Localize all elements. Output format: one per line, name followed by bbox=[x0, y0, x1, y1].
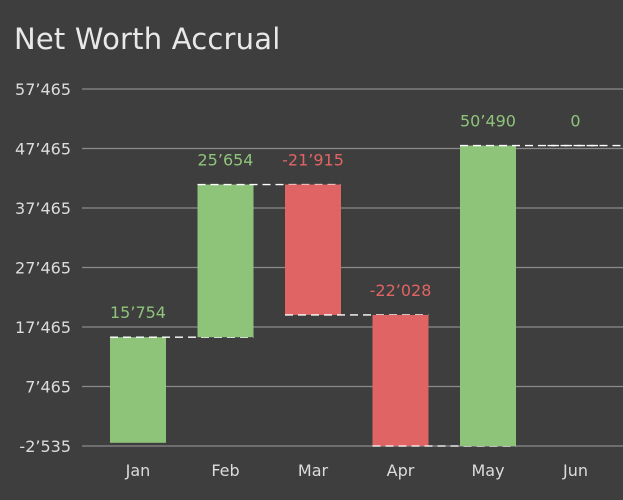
data-label: 15’754 bbox=[110, 303, 166, 322]
waterfall-bar bbox=[285, 184, 341, 315]
data-label: -22’028 bbox=[370, 281, 432, 300]
x-tick-label: Jan bbox=[125, 461, 151, 480]
x-tick-label: May bbox=[471, 461, 504, 480]
waterfall-bar bbox=[460, 145, 516, 446]
x-tick-label: Apr bbox=[387, 461, 415, 480]
y-tick-label: 17’465 bbox=[15, 318, 71, 337]
y-tick-label: 47’465 bbox=[15, 140, 71, 159]
x-tick-label: Mar bbox=[298, 461, 329, 480]
data-label: 50’490 bbox=[460, 112, 516, 131]
y-tick-label: 27’465 bbox=[15, 259, 71, 278]
y-tick-label: -2’535 bbox=[19, 437, 71, 456]
y-tick-label: 57’465 bbox=[15, 80, 71, 99]
x-tick-label: Jun bbox=[562, 461, 588, 480]
y-tick-label: 7’465 bbox=[25, 378, 71, 397]
waterfall-bar bbox=[372, 314, 429, 446]
chart-title: Net Worth Accrual bbox=[14, 22, 281, 56]
x-tick-label: Feb bbox=[211, 461, 239, 480]
data-label: 25’654 bbox=[198, 151, 254, 170]
waterfall-bar bbox=[110, 337, 166, 443]
data-label: -21’915 bbox=[282, 151, 344, 170]
y-tick-label: 37’465 bbox=[15, 199, 71, 218]
data-label: 0 bbox=[570, 112, 580, 131]
waterfall-bar bbox=[197, 184, 254, 338]
